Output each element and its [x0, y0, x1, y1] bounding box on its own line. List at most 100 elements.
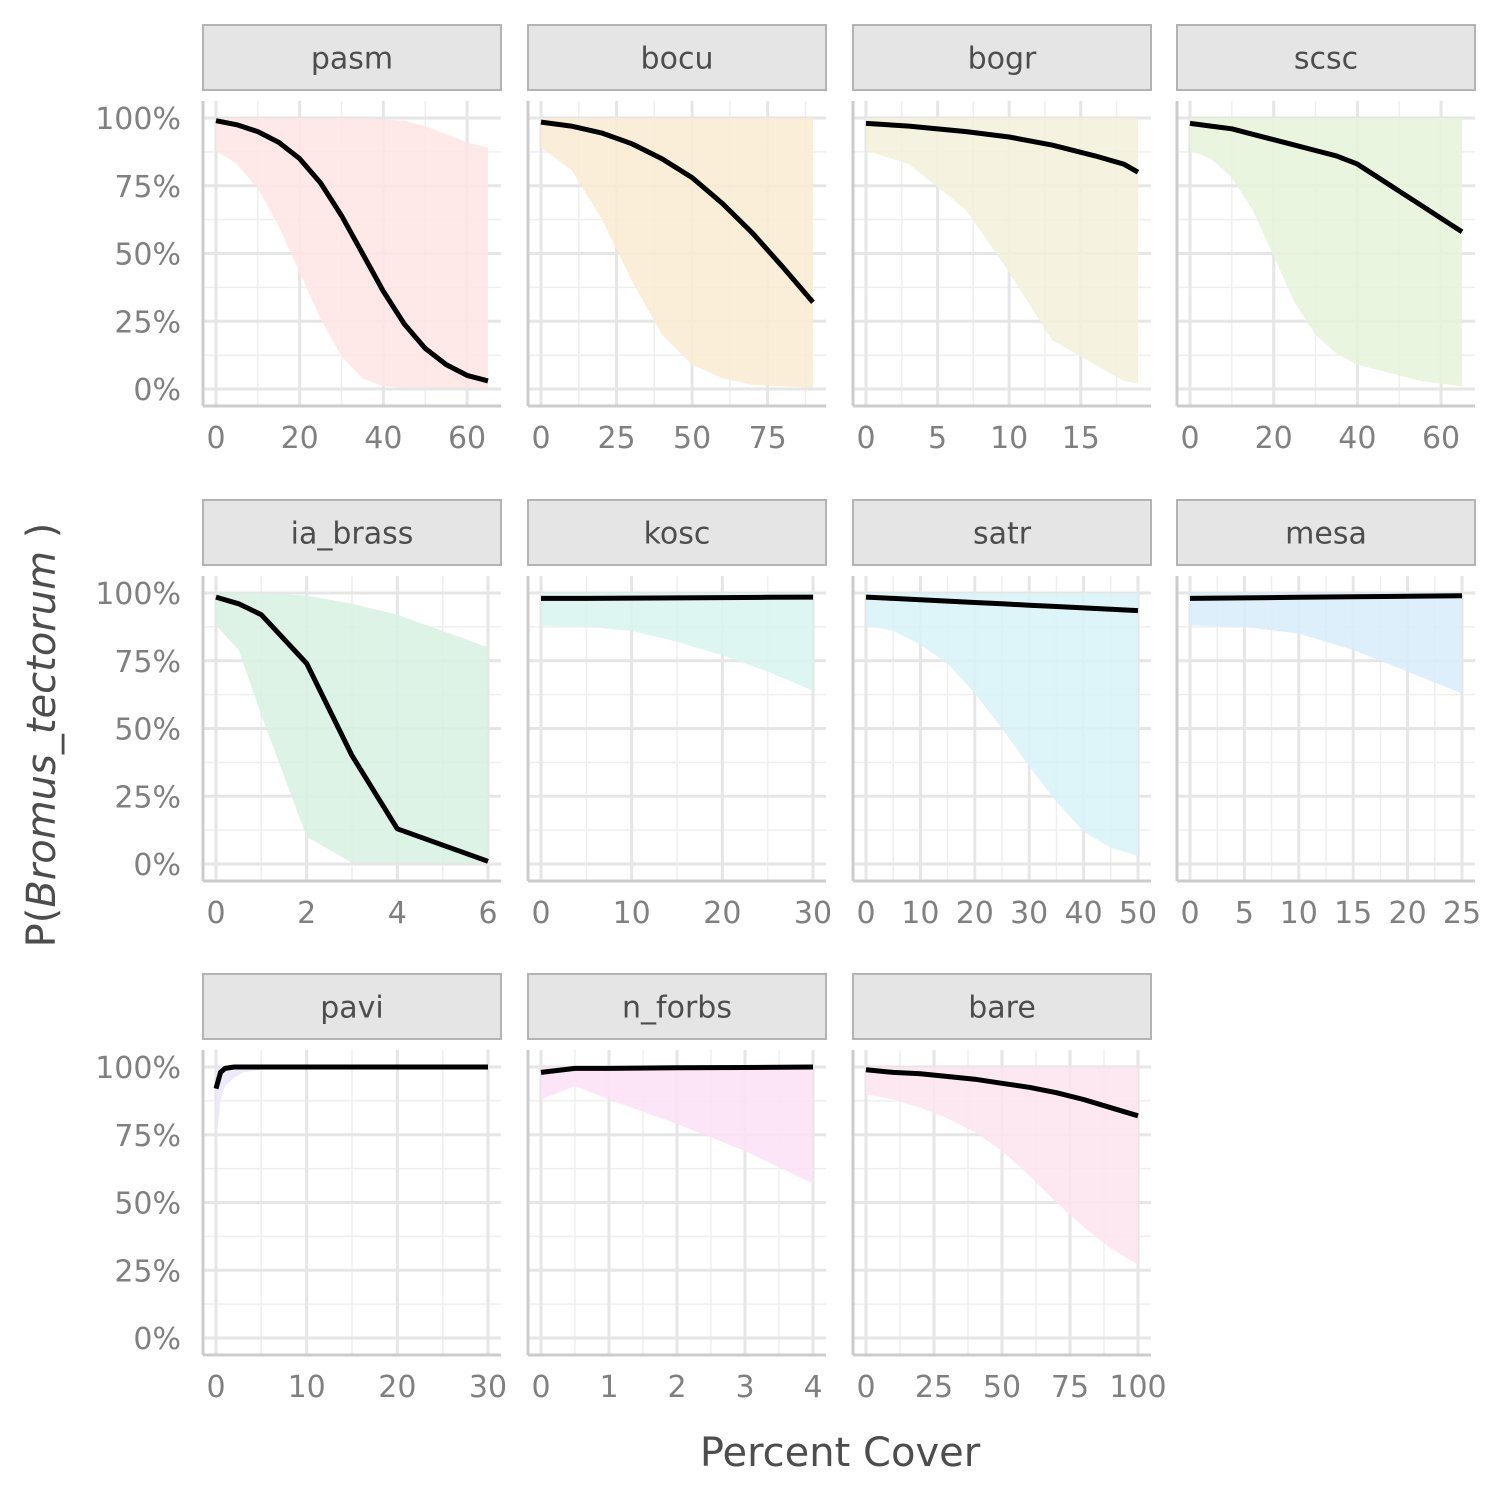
x-tick-label: 4	[803, 1370, 822, 1405]
panel-satr: satr 0 10 20 30 40 50	[851, 499, 1157, 931]
y-tick-label: 100%	[95, 577, 181, 612]
ribbon-pasm	[216, 118, 488, 388]
y-tick-label: 100%	[95, 1051, 181, 1086]
x-tick-label: 75	[749, 421, 787, 456]
ribbon-n_forbs	[541, 1067, 813, 1184]
x-tick-label: 10	[990, 421, 1028, 456]
panel-kosc: kosc 0 10 20 30	[526, 499, 832, 931]
x-tick-label: 10	[901, 896, 939, 931]
ribbon-kosc	[541, 593, 813, 691]
x-axis-title: Percent Cover	[700, 1430, 981, 1476]
strip-bogr	[852, 24, 1152, 91]
panel-bogr: bogr 0 5 10 15	[851, 24, 1152, 456]
x-tick-label: 0	[206, 421, 225, 456]
strip-pasm	[202, 24, 502, 91]
curve-ia_brass	[215, 594, 489, 864]
y-axis-title-prefix: P(	[19, 908, 65, 948]
y-tick-label: 50%	[114, 1187, 181, 1222]
y-axis-title: P(Bromus_tectorum )	[19, 523, 65, 948]
panel-bare: bare 0 25 50 75 100	[851, 973, 1167, 1405]
x-tick-label: 20	[281, 421, 319, 456]
x-tick-label: 60	[1422, 421, 1460, 456]
panel-bocu: bocu 0 25 50 75	[526, 24, 827, 456]
x-tick-label: 40	[364, 421, 402, 456]
strip-label-scsc: scsc	[1294, 42, 1358, 77]
strip-label-satr: satr	[973, 517, 1032, 552]
x-tick-label: 0	[1180, 896, 1199, 931]
x-tick-label: 0	[206, 896, 225, 931]
strip-scsc	[1176, 24, 1476, 91]
x-tick-label: 30	[1010, 896, 1048, 931]
y-tick-label: 25%	[114, 780, 181, 815]
ribbon-bocu	[541, 118, 813, 388]
strip-label-bocu: bocu	[641, 42, 714, 77]
panel-pasm: pasm 0 20 40 60 0% 25% 50% 75% 100%	[95, 24, 502, 456]
y-tick-label: 75%	[114, 1119, 181, 1154]
x-tick-label: 40	[1065, 896, 1103, 931]
strip-bocu	[527, 24, 827, 91]
y-tick-label: 0%	[133, 848, 181, 883]
x-tick-label: 30	[469, 1370, 507, 1405]
curve-kosc	[541, 594, 814, 601]
x-tick-label: 20	[956, 896, 994, 931]
curve-n_forbs	[540, 1064, 814, 1075]
panel-scsc: scsc 0 20 40 60	[1175, 24, 1476, 456]
x-tick-label: 40	[1338, 421, 1376, 456]
x-tick-label: 15	[1062, 421, 1100, 456]
curve-scsc	[1189, 120, 1464, 234]
x-tick-label: 50	[1119, 896, 1157, 931]
curve-pavi	[213, 1064, 488, 1090]
x-tick-label: 0	[531, 1370, 550, 1405]
ribbon-satr	[866, 593, 1138, 856]
ribbon-mesa	[1190, 593, 1462, 694]
strip-label-bare: bare	[968, 991, 1036, 1026]
x-tick-label: 25	[915, 1370, 953, 1405]
ribbon-ia_brass	[216, 593, 488, 863]
strip-label-ia_brass: ia_brass	[291, 517, 414, 552]
strip-satr	[852, 499, 1152, 566]
panel-mesa: mesa 0 5 10 15 20 25	[1175, 499, 1481, 931]
x-tick-label: 30	[794, 896, 832, 931]
strip-bare	[852, 973, 1152, 1040]
curve-pasm	[215, 118, 489, 384]
x-tick-label: 2	[667, 1370, 686, 1405]
strip-label-kosc: kosc	[644, 517, 711, 552]
x-tick-label: 20	[703, 896, 741, 931]
x-tick-label: 50	[673, 421, 711, 456]
x-tick-label: 2	[297, 896, 316, 931]
y-axis-title-species: Bromus_tectorum	[19, 551, 65, 908]
x-tick-label: 0	[206, 1370, 225, 1405]
y-tick-label: 0%	[133, 373, 181, 408]
x-tick-label: 0	[856, 1370, 875, 1405]
x-tick-label: 0	[856, 421, 875, 456]
x-tick-label: 1	[599, 1370, 618, 1405]
x-tick-label: 5	[928, 421, 947, 456]
x-tick-label: 25	[597, 421, 635, 456]
x-tick-label: 0	[1180, 421, 1199, 456]
curve-bare	[865, 1067, 1139, 1119]
curve-bocu	[540, 119, 815, 304]
strip-label-bogr: bogr	[968, 42, 1037, 77]
curve-bogr	[865, 120, 1140, 175]
strip-label-mesa: mesa	[1285, 517, 1367, 552]
x-tick-label: 0	[531, 896, 550, 931]
y-tick-label: 75%	[114, 645, 181, 680]
x-tick-label: 15	[1334, 896, 1372, 931]
y-tick-label: 50%	[114, 713, 181, 748]
y-tick-label: 25%	[114, 1254, 181, 1289]
ribbon-bogr	[866, 118, 1138, 384]
x-tick-label: 20	[1389, 896, 1427, 931]
x-tick-label: 5	[1235, 896, 1254, 931]
x-tick-label: 0	[856, 896, 875, 931]
x-tick-label: 100	[1109, 1370, 1166, 1405]
y-axis-title-suffix: )	[19, 523, 65, 551]
ribbon-bare	[866, 1067, 1138, 1265]
y-tick-label: 25%	[114, 305, 181, 340]
strip-ia_brass	[202, 499, 502, 566]
panel-n_forbs: n_forbs 0 1 2 3 4	[526, 973, 827, 1405]
x-tick-label: 25	[1443, 896, 1481, 931]
panel-ia_brass: ia_brass 0 2 4 6 0% 25% 50% 75% 100%	[95, 499, 502, 931]
x-tick-label: 60	[448, 421, 486, 456]
x-tick-label: 10	[1280, 896, 1318, 931]
